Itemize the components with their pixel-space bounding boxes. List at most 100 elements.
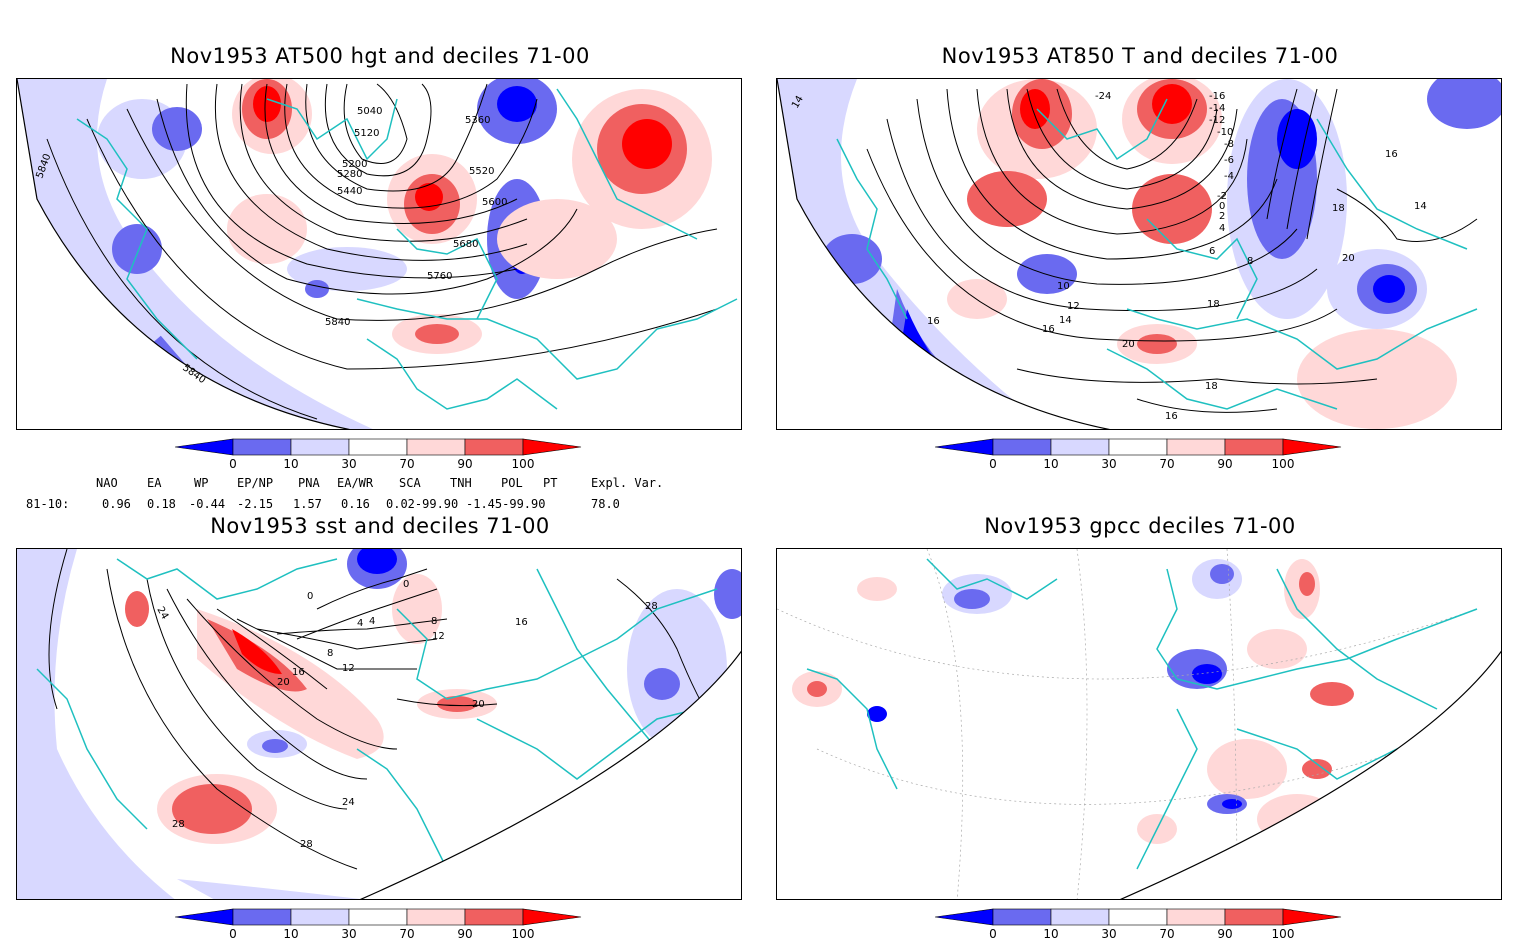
colorbar-label: 100: [1271, 457, 1295, 471]
contour-label: 5360: [465, 115, 490, 126]
index-value: 0.18: [147, 497, 176, 511]
contour-label: 18: [1205, 381, 1218, 392]
colorbar-label: 10: [283, 927, 299, 941]
map-t850: -24 -16 -14 -12 -10 -8 -6 -4 -2 0 2 4 6 …: [776, 78, 1502, 430]
contour-label: 5440: [337, 186, 362, 197]
contour-label: 16: [1042, 324, 1055, 335]
index-header: EA: [147, 476, 162, 490]
contour-label: -24: [1095, 91, 1111, 102]
colorbar-label: 70: [399, 927, 415, 941]
contour-label: 14: [1414, 201, 1427, 212]
indices-value-row: 81-10: 0.96 0.18 -0.44 -2.15 1.57 0.16 0…: [0, 497, 760, 513]
panel-title-t850: Nov1953 AT850 T and deciles 71-00: [941, 44, 1339, 68]
contour-label: 4: [357, 618, 363, 629]
map-hgt500: 5040 5120 5200 5280 5360 5440 5520 5600 …: [16, 78, 742, 430]
contour-label: 0: [403, 579, 409, 590]
index-header: Expl. Var.: [591, 476, 664, 490]
contour-label: 14: [1059, 315, 1072, 326]
colorbar-label: 30: [1101, 457, 1117, 471]
index-header: TNH: [450, 476, 472, 490]
index-value: 78.0: [591, 497, 620, 511]
contour-label: 8: [431, 616, 437, 627]
contour-label: 5120: [354, 128, 379, 139]
colorbar-label: 0: [989, 457, 997, 471]
contour-label: 20: [472, 699, 485, 710]
contour-label: 12: [432, 631, 445, 642]
contour-label: 16: [1165, 411, 1178, 422]
index-row-label: 81-10:: [26, 497, 70, 511]
colorbar-label: 0: [229, 927, 237, 941]
contour-label: 10: [1057, 281, 1070, 292]
contour-label: 8: [327, 648, 333, 659]
contour-label: 5840: [325, 317, 350, 328]
panel-title-gpcc: Nov1953 gpcc deciles 71-00: [984, 514, 1296, 538]
contour-label: 5680: [453, 239, 478, 250]
colorbar-label: 10: [1043, 457, 1059, 471]
contour-label: 12: [1067, 301, 1080, 312]
colorbar-bottom-left: 0 10 30 70 90 100: [174, 908, 595, 944]
indices-header-row: NAO EA WP EP/NP PNA EA/WR SCA TNH POL PT…: [0, 476, 760, 492]
contour-label: 16: [515, 617, 528, 628]
colorbar-label: 70: [1159, 457, 1175, 471]
contour-label: 24: [342, 797, 355, 808]
index-header: POL: [501, 476, 523, 490]
contour-label: -2: [1217, 191, 1227, 202]
map-sst: 0 4 8 12 16 20 24 28 28 24 28 20 16 12 8…: [16, 548, 742, 900]
colorbar-top-left-strip: [174, 438, 582, 456]
index-value: 0.02-99.90: [386, 497, 459, 511]
colorbar-top-left: 0 10 30 70 90 100: [174, 438, 595, 474]
map-hgt500-plot: 5040 5120 5200 5280 5360 5440 5520 5600 …: [17, 79, 741, 429]
colorbar-label: 0: [229, 457, 237, 471]
contour-label: 5760: [427, 271, 452, 282]
contour-label: 0: [307, 591, 313, 602]
contour-label: -8: [1224, 139, 1234, 150]
contour-label: 16: [1385, 149, 1398, 160]
index-header: PNA: [298, 476, 320, 490]
contour-label: -6: [1224, 155, 1234, 166]
contour-label: 16: [927, 316, 940, 327]
contour-label: -4: [1224, 171, 1234, 182]
contour-label: 28: [172, 819, 185, 830]
colorbar-label: 70: [1159, 927, 1175, 941]
index-value: -0.44: [189, 497, 226, 511]
contour-label: 20: [1342, 253, 1355, 264]
map-t850-plot: -24 -16 -14 -12 -10 -8 -6 -4 -2 0 2 4 6 …: [777, 79, 1501, 429]
contour-label: 4: [369, 616, 375, 627]
map-gpcc: [776, 548, 1502, 900]
colorbar-label: 10: [1043, 927, 1059, 941]
contour-label: 4: [1219, 223, 1225, 234]
contour-label: 18: [1332, 203, 1345, 214]
index-value: 1.57: [293, 497, 322, 511]
contour-label: 12: [342, 663, 355, 674]
contour-label: -14: [1209, 103, 1225, 114]
contour-label: -12: [1209, 115, 1225, 126]
colorbar-label: 90: [1217, 927, 1233, 941]
contour-label: 5200: [342, 159, 367, 170]
colorbar-label: 70: [399, 457, 415, 471]
colorbar-bottom-right-strip: [934, 908, 1342, 926]
index-header: NAO: [96, 476, 118, 490]
colorbar-top-right-strip: [934, 438, 1342, 456]
panel-title-sst: Nov1953 sst and deciles 71-00: [210, 514, 550, 538]
colorbar-label: 30: [1101, 927, 1117, 941]
index-header: WP: [194, 476, 209, 490]
colorbar-label: 100: [511, 927, 535, 941]
colorbar-label: 90: [1217, 457, 1233, 471]
index-header: EP/NP: [237, 476, 274, 490]
contour-label: 2: [1219, 211, 1225, 222]
panel-title-hgt500: Nov1953 AT500 hgt and deciles 71-00: [170, 44, 590, 68]
colorbar-label: 0: [989, 927, 997, 941]
colorbar-label: 10: [283, 457, 299, 471]
colorbar-label: 90: [457, 457, 473, 471]
contour-label: 8: [1247, 256, 1253, 267]
index-header: SCA: [399, 476, 421, 490]
colorbar-label: 100: [511, 457, 535, 471]
contour-label: 20: [277, 677, 290, 688]
map-gpcc-plot: [777, 549, 1501, 899]
index-header: EA/WR: [337, 476, 374, 490]
contour-label: 0: [1219, 201, 1225, 212]
index-value: -2.15: [237, 497, 274, 511]
colorbar-label: 90: [457, 927, 473, 941]
map-sst-plot: 0 4 8 12 16 20 24 28 28 24 28 20 16 12 8…: [17, 549, 741, 899]
contour-label: 18: [1207, 299, 1220, 310]
